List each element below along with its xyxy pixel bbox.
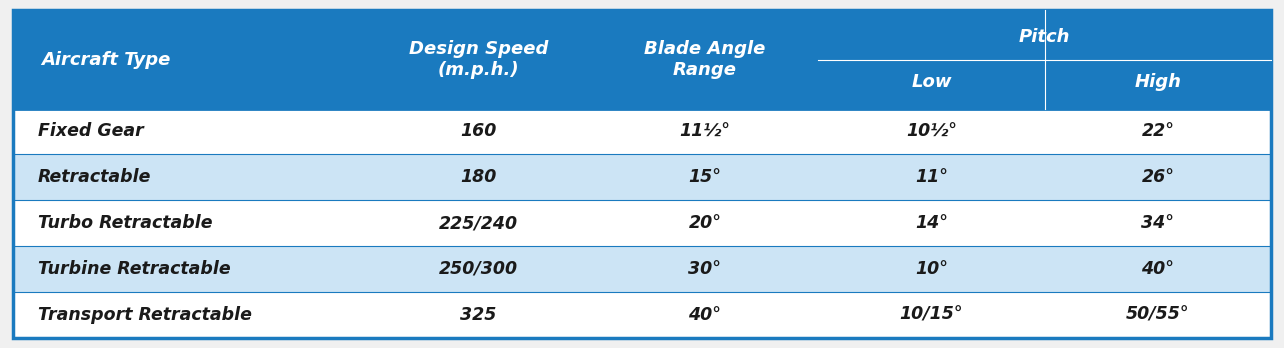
Bar bbox=[13, 109, 1271, 155]
Text: 40°: 40° bbox=[1141, 260, 1175, 278]
Text: 40°: 40° bbox=[688, 306, 722, 324]
Text: 30°: 30° bbox=[688, 260, 722, 278]
Text: 26°: 26° bbox=[1141, 168, 1175, 186]
Text: Design Speed
(m.p.h.): Design Speed (m.p.h.) bbox=[408, 40, 548, 79]
Text: 250/300: 250/300 bbox=[439, 260, 517, 278]
Text: 34°: 34° bbox=[1141, 214, 1175, 232]
Text: 22°: 22° bbox=[1141, 122, 1175, 141]
Text: Low: Low bbox=[912, 73, 951, 91]
Text: Transport Retractable: Transport Retractable bbox=[37, 306, 252, 324]
Text: 225/240: 225/240 bbox=[439, 214, 517, 232]
Text: 10°: 10° bbox=[915, 260, 948, 278]
Text: 160: 160 bbox=[460, 122, 497, 141]
Text: 10½°: 10½° bbox=[907, 122, 957, 141]
Text: 20°: 20° bbox=[688, 214, 722, 232]
Text: 180: 180 bbox=[460, 168, 497, 186]
Bar bbox=[13, 292, 1271, 338]
Text: 11½°: 11½° bbox=[679, 122, 731, 141]
Text: Aircraft Type: Aircraft Type bbox=[41, 50, 171, 69]
Bar bbox=[13, 246, 1271, 292]
Text: Turbo Retractable: Turbo Retractable bbox=[37, 214, 212, 232]
Text: 14°: 14° bbox=[915, 214, 948, 232]
Text: 10/15°: 10/15° bbox=[900, 306, 963, 324]
Text: High: High bbox=[1134, 73, 1181, 91]
Text: Retractable: Retractable bbox=[37, 168, 152, 186]
Bar bbox=[13, 10, 1271, 109]
Text: 11°: 11° bbox=[915, 168, 948, 186]
Bar bbox=[13, 155, 1271, 200]
Text: 325: 325 bbox=[460, 306, 497, 324]
Text: Fixed Gear: Fixed Gear bbox=[37, 122, 144, 141]
Text: Turbine Retractable: Turbine Retractable bbox=[37, 260, 230, 278]
Bar bbox=[13, 200, 1271, 246]
Text: 50/55°: 50/55° bbox=[1126, 306, 1190, 324]
Text: 15°: 15° bbox=[688, 168, 722, 186]
Text: Blade Angle
Range: Blade Angle Range bbox=[645, 40, 765, 79]
Text: Pitch: Pitch bbox=[1019, 28, 1071, 46]
